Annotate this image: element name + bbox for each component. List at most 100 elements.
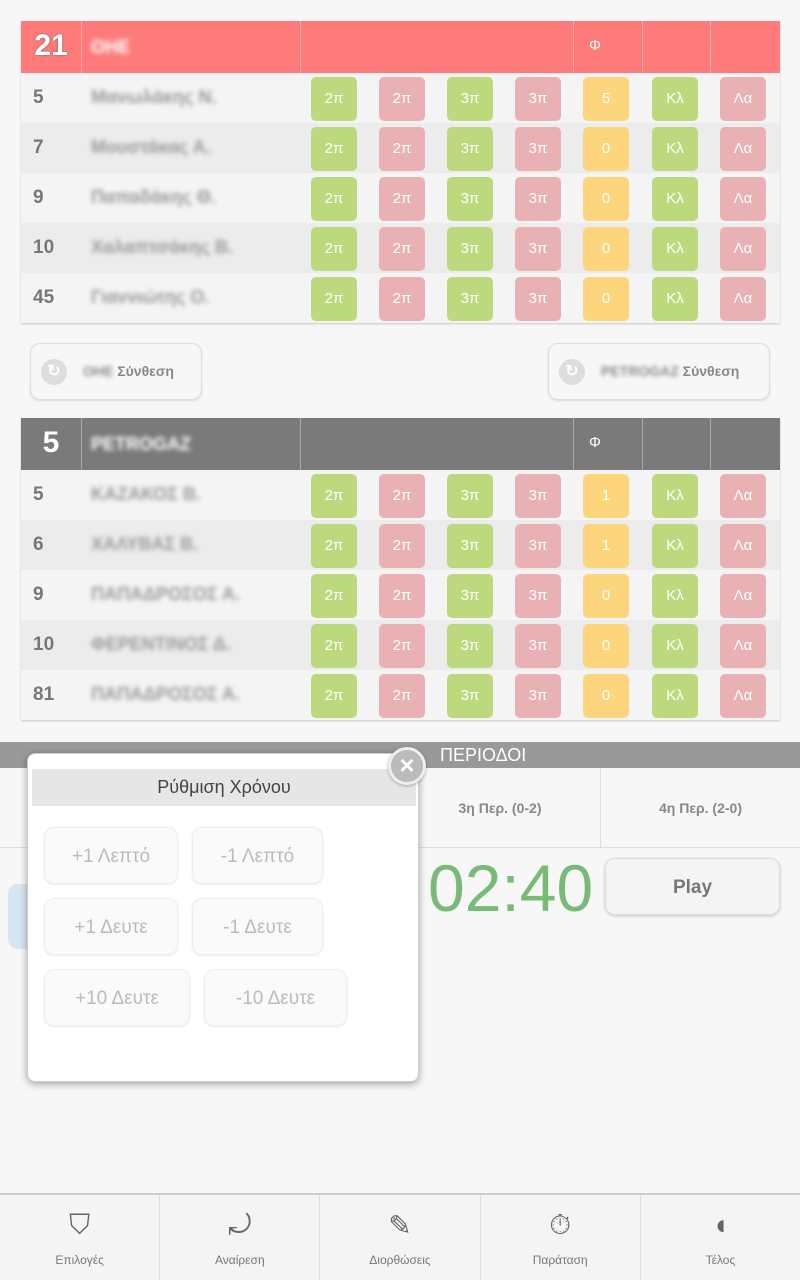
team2-name: PETROGAZ	[91, 434, 192, 454]
two-point-miss-button[interactable]: 2π	[379, 227, 425, 271]
turnover-button[interactable]: Λα	[720, 574, 766, 618]
two-point-miss-button[interactable]: 2π	[379, 127, 425, 171]
two-point-made-button[interactable]: 2π	[311, 177, 357, 221]
team2-composition-button[interactable]: ↻ PETROGAZ Σύνθεση	[548, 343, 770, 400]
close-icon[interactable]: ×	[388, 747, 426, 785]
three-point-made-button[interactable]: 3π	[447, 227, 493, 271]
steal-button[interactable]: Κλ	[652, 127, 698, 171]
nav-undo[interactable]: ⤾ Αναίρεση	[160, 1195, 321, 1280]
two-point-made-button[interactable]: 2π	[311, 474, 357, 518]
two-point-made-button[interactable]: 2π	[311, 77, 357, 121]
three-point-miss-button[interactable]: 3π	[515, 227, 561, 271]
foul-button[interactable]: 0	[583, 674, 629, 718]
three-point-made-button[interactable]: 3π	[447, 674, 493, 718]
plus-1-second-button[interactable]: +1 Δευτε	[44, 898, 178, 955]
player-name: ΚΑΖΑΚΟΣ Β.	[91, 484, 201, 504]
three-point-miss-button[interactable]: 3π	[515, 524, 561, 568]
player-name: ΠΑΠΑΔΡΟΣΟΣ Α.	[91, 684, 240, 704]
two-point-made-button[interactable]: 2π	[311, 674, 357, 718]
foul-button[interactable]: 0	[583, 277, 629, 321]
steal-button[interactable]: Κλ	[652, 524, 698, 568]
three-point-made-button[interactable]: 3π	[447, 524, 493, 568]
nav-corrections[interactable]: ✎ Διορθώσεις	[320, 1195, 481, 1280]
turnover-button[interactable]: Λα	[720, 624, 766, 668]
foul-button[interactable]: 5	[583, 77, 629, 121]
two-point-made-button[interactable]: 2π	[311, 277, 357, 321]
foul-button[interactable]: 0	[583, 227, 629, 271]
undo-icon: ⤾	[228, 1209, 252, 1240]
minus-1-minute-button[interactable]: -1 Λεπτό	[192, 827, 323, 884]
foul-button[interactable]: 0	[583, 177, 629, 221]
turnover-button[interactable]: Λα	[720, 524, 766, 568]
turnover-button[interactable]: Λα	[720, 227, 766, 271]
foul-button[interactable]: 1	[583, 524, 629, 568]
two-point-miss-button[interactable]: 2π	[379, 574, 425, 618]
nav-options[interactable]: ⛉ Επιλογές	[0, 1195, 161, 1280]
player-row: 5 ΚΑΖΑΚΟΣ Β. 2π 2π 3π 3π 1 Κλ Λα	[21, 470, 780, 520]
turnover-button[interactable]: Λα	[720, 77, 766, 121]
two-point-made-button[interactable]: 2π	[311, 127, 357, 171]
player-number: 10	[33, 237, 55, 258]
steal-button[interactable]: Κλ	[652, 177, 698, 221]
two-point-miss-button[interactable]: 2π	[379, 77, 425, 121]
three-point-miss-button[interactable]: 3π	[515, 177, 561, 221]
two-point-miss-button[interactable]: 2π	[379, 277, 425, 321]
three-point-made-button[interactable]: 3π	[447, 474, 493, 518]
plus-10-seconds-button[interactable]: +10 Δευτε	[44, 969, 190, 1026]
foul-button[interactable]: 0	[583, 127, 629, 171]
dialog-title: Ρύθμιση Χρόνου	[32, 769, 416, 806]
steal-button[interactable]: Κλ	[652, 277, 698, 321]
turnover-button[interactable]: Λα	[720, 277, 766, 321]
foul-button[interactable]: 0	[583, 574, 629, 618]
plus-1-minute-button[interactable]: +1 Λεπτό	[44, 827, 178, 884]
three-point-miss-button[interactable]: 3π	[515, 624, 561, 668]
steal-button[interactable]: Κλ	[652, 624, 698, 668]
steal-button[interactable]: Κλ	[652, 574, 698, 618]
three-point-made-button[interactable]: 3π	[447, 127, 493, 171]
three-point-made-button[interactable]: 3π	[447, 574, 493, 618]
three-point-miss-button[interactable]: 3π	[515, 474, 561, 518]
tab-period-4[interactable]: 4η Περ. (2-0)	[659, 800, 742, 816]
minus-10-seconds-button[interactable]: -10 Δευτε	[204, 969, 347, 1026]
three-point-made-button[interactable]: 3π	[447, 77, 493, 121]
nav-end[interactable]: ◖ Τέλος	[641, 1195, 800, 1280]
two-point-miss-button[interactable]: 2π	[379, 624, 425, 668]
two-point-miss-button[interactable]: 2π	[379, 524, 425, 568]
player-number: 45	[33, 287, 55, 308]
two-point-miss-button[interactable]: 2π	[379, 674, 425, 718]
whistle-icon: ◖	[711, 1209, 729, 1240]
tab-period-3[interactable]: 3η Περ. (0-2)	[400, 768, 601, 848]
three-point-miss-button[interactable]: 3π	[515, 574, 561, 618]
three-point-miss-button[interactable]: 3π	[515, 674, 561, 718]
three-point-miss-button[interactable]: 3π	[515, 277, 561, 321]
turnover-button[interactable]: Λα	[720, 674, 766, 718]
two-point-made-button[interactable]: 2π	[311, 524, 357, 568]
two-point-miss-button[interactable]: 2π	[379, 177, 425, 221]
steal-button[interactable]: Κλ	[652, 474, 698, 518]
refresh-icon: ↻	[559, 359, 585, 385]
team1-composition-button[interactable]: ↻ ΟΗΕ Σύνθεση	[30, 343, 202, 400]
foul-button[interactable]: 0	[583, 624, 629, 668]
steal-button[interactable]: Κλ	[652, 77, 698, 121]
play-button[interactable]: Play	[605, 858, 780, 915]
steal-button[interactable]: Κλ	[652, 674, 698, 718]
player-row: 9 Παπαδάκης Θ. 2π 2π 3π 3π 0 Κλ Λα	[21, 173, 780, 223]
three-point-made-button[interactable]: 3π	[447, 277, 493, 321]
three-point-miss-button[interactable]: 3π	[515, 127, 561, 171]
three-point-miss-button[interactable]: 3π	[515, 77, 561, 121]
two-point-made-button[interactable]: 2π	[311, 624, 357, 668]
nav-overtime[interactable]: ⏱ Παράταση	[481, 1195, 641, 1280]
steal-button[interactable]: Κλ	[652, 227, 698, 271]
turnover-button[interactable]: Λα	[720, 177, 766, 221]
two-point-miss-button[interactable]: 2π	[379, 474, 425, 518]
three-point-made-button[interactable]: 3π	[447, 177, 493, 221]
turnover-button[interactable]: Λα	[720, 127, 766, 171]
turnover-button[interactable]: Λα	[720, 474, 766, 518]
minus-1-second-button[interactable]: -1 Δευτε	[192, 898, 323, 955]
game-clock[interactable]: 02:40	[428, 851, 594, 925]
two-point-made-button[interactable]: 2π	[311, 227, 357, 271]
fouls-header: Φ	[589, 434, 601, 451]
three-point-made-button[interactable]: 3π	[447, 624, 493, 668]
two-point-made-button[interactable]: 2π	[311, 574, 357, 618]
foul-button[interactable]: 1	[583, 474, 629, 518]
